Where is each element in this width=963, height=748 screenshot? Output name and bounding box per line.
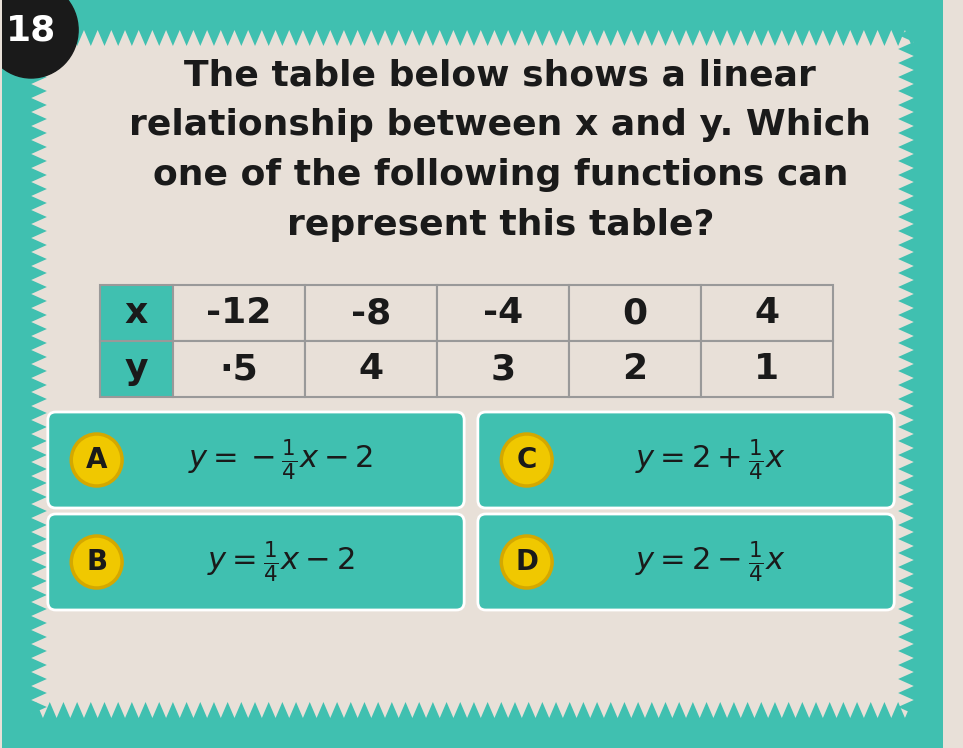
- Polygon shape: [2, 0, 946, 46]
- FancyBboxPatch shape: [173, 341, 305, 397]
- Text: -4: -4: [482, 296, 523, 330]
- Text: D: D: [515, 548, 538, 576]
- FancyBboxPatch shape: [2, 0, 943, 748]
- Text: C: C: [516, 446, 537, 474]
- Text: x: x: [124, 296, 148, 330]
- Text: $y = 2 + \frac{1}{4}x$: $y = 2 + \frac{1}{4}x$: [635, 438, 786, 482]
- FancyBboxPatch shape: [437, 285, 569, 341]
- FancyBboxPatch shape: [173, 285, 305, 341]
- Circle shape: [0, 0, 78, 78]
- Text: $y = 2 - \frac{1}{4}x$: $y = 2 - \frac{1}{4}x$: [635, 539, 786, 585]
- Text: -8: -8: [351, 296, 391, 330]
- FancyBboxPatch shape: [569, 285, 701, 341]
- FancyBboxPatch shape: [478, 514, 895, 610]
- Text: $y = \frac{1}{4}x - 2$: $y = \frac{1}{4}x - 2$: [207, 539, 354, 585]
- FancyBboxPatch shape: [701, 341, 833, 397]
- FancyBboxPatch shape: [31, 30, 914, 718]
- Text: relationship between x and y. Which: relationship between x and y. Which: [129, 108, 872, 142]
- Polygon shape: [2, 702, 946, 748]
- Text: 0: 0: [622, 296, 647, 330]
- FancyBboxPatch shape: [569, 341, 701, 397]
- FancyBboxPatch shape: [701, 285, 833, 341]
- FancyBboxPatch shape: [99, 285, 173, 341]
- FancyBboxPatch shape: [305, 285, 437, 341]
- Text: 2: 2: [622, 352, 647, 386]
- Circle shape: [502, 434, 552, 486]
- FancyBboxPatch shape: [99, 341, 173, 397]
- Text: 3: 3: [490, 352, 515, 386]
- FancyBboxPatch shape: [305, 341, 437, 397]
- Text: B: B: [86, 548, 107, 576]
- FancyBboxPatch shape: [437, 341, 569, 397]
- FancyBboxPatch shape: [478, 412, 895, 508]
- Circle shape: [71, 536, 122, 588]
- Text: 1: 1: [754, 352, 779, 386]
- Text: 18: 18: [6, 13, 56, 47]
- Circle shape: [71, 434, 122, 486]
- Text: The table below shows a linear: The table below shows a linear: [184, 58, 817, 92]
- Text: A: A: [86, 446, 108, 474]
- Text: 4: 4: [754, 296, 779, 330]
- Text: y: y: [124, 352, 148, 386]
- Text: 4: 4: [358, 352, 383, 386]
- Text: one of the following functions can: one of the following functions can: [152, 158, 848, 192]
- FancyBboxPatch shape: [48, 412, 464, 508]
- FancyBboxPatch shape: [48, 514, 464, 610]
- Text: -12: -12: [206, 296, 272, 330]
- Polygon shape: [0, 0, 47, 748]
- Text: $y = -\frac{1}{4}x - 2$: $y = -\frac{1}{4}x - 2$: [188, 438, 373, 482]
- Text: ·5: ·5: [220, 352, 258, 386]
- Polygon shape: [898, 0, 961, 748]
- Text: represent this table?: represent this table?: [287, 208, 715, 242]
- Circle shape: [502, 536, 552, 588]
